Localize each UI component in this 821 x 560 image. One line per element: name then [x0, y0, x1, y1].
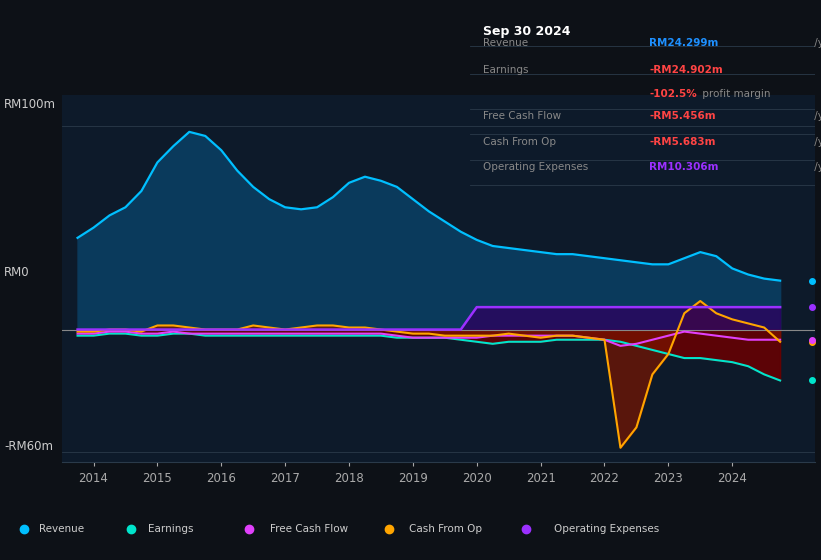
Text: -RM24.902m: -RM24.902m [649, 65, 723, 75]
Text: /yr: /yr [811, 38, 821, 48]
Text: RM24.299m: RM24.299m [649, 38, 718, 48]
Text: RM100m: RM100m [4, 98, 56, 111]
Text: profit margin: profit margin [699, 89, 771, 99]
Text: Cash From Op: Cash From Op [409, 524, 482, 534]
Text: -102.5%: -102.5% [649, 89, 697, 99]
Text: -RM5.683m: -RM5.683m [649, 137, 716, 147]
Text: /yr: /yr [811, 162, 821, 172]
Text: Free Cash Flow: Free Cash Flow [484, 111, 562, 122]
Text: Revenue: Revenue [39, 524, 84, 534]
Text: Operating Expenses: Operating Expenses [554, 524, 659, 534]
Text: Revenue: Revenue [484, 38, 529, 48]
Text: -RM60m: -RM60m [4, 440, 53, 452]
Text: RM0: RM0 [4, 266, 30, 279]
Text: Free Cash Flow: Free Cash Flow [269, 524, 348, 534]
Text: Earnings: Earnings [148, 524, 193, 534]
Text: Operating Expenses: Operating Expenses [484, 162, 589, 172]
Text: Sep 30 2024: Sep 30 2024 [484, 25, 571, 38]
Text: RM10.306m: RM10.306m [649, 162, 719, 172]
Text: Cash From Op: Cash From Op [484, 137, 557, 147]
Text: Earnings: Earnings [484, 65, 529, 75]
Text: -RM5.456m: -RM5.456m [649, 111, 716, 122]
Text: /yr: /yr [811, 111, 821, 122]
Text: /yr: /yr [811, 137, 821, 147]
